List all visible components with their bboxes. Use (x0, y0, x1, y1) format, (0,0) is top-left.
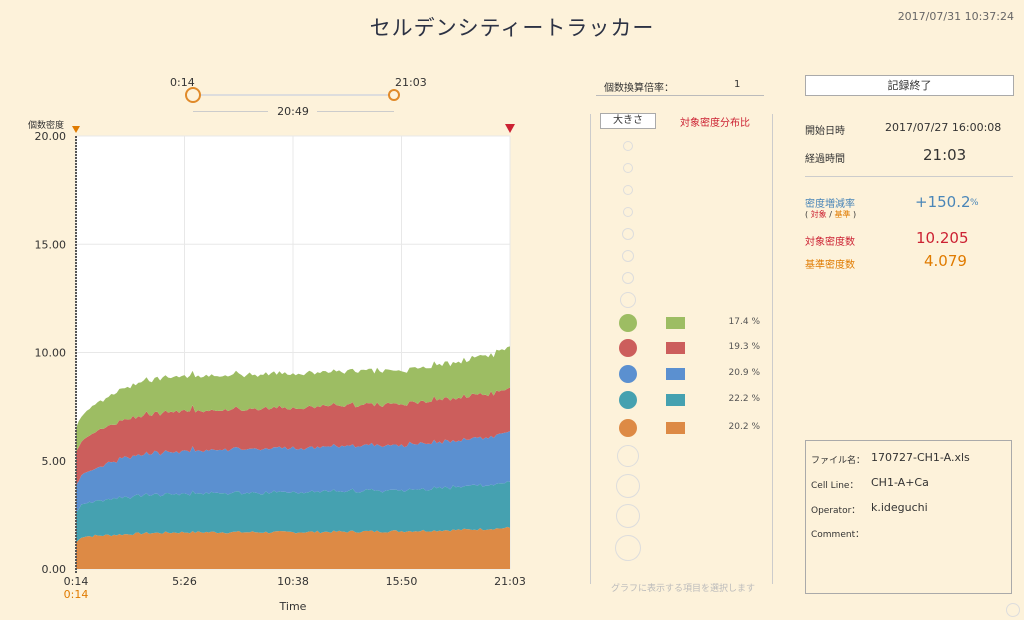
size-circle[interactable] (620, 292, 636, 308)
density-change-value: +150.2 (915, 193, 971, 211)
app-title: セルデンシティートラッカー (369, 16, 655, 40)
legend-swatch (666, 394, 685, 406)
x-highlight-label: 0:14 (64, 588, 89, 601)
series-area[interactable] (76, 431, 510, 513)
y-tick-label: 5.00 (42, 455, 67, 468)
range-start-handle[interactable] (185, 87, 201, 103)
y-tick-label: 20.00 (35, 130, 67, 143)
sub-open: ( (805, 210, 809, 219)
y-tick-label: 15.00 (35, 238, 67, 251)
divider (772, 114, 773, 584)
file-label: ファイル名： (811, 456, 866, 466)
size-circle[interactable] (622, 272, 634, 284)
operator-label: Operator： (811, 506, 861, 516)
elapsed-value: 21:03 (923, 146, 967, 164)
size-circle[interactable] (622, 228, 634, 240)
divider (590, 114, 591, 584)
legend-swatch (666, 368, 685, 380)
density-change-label: 密度増減率 (805, 199, 855, 210)
elapsed-label: 経過時間 (805, 154, 845, 165)
size-circle[interactable] (616, 474, 640, 498)
legend-percent: 20.2 % (728, 422, 760, 432)
range-track[interactable] (193, 94, 394, 96)
duration-line (317, 111, 394, 112)
y-tick-label: 0.00 (42, 563, 67, 576)
legend-dot[interactable] (619, 365, 637, 383)
x-tick-label: 5:26 (172, 575, 197, 588)
y-axis-label: 個数密度 (28, 121, 65, 131)
stop-recording-button[interactable]: 記録終了 (805, 75, 1014, 96)
start-marker-icon[interactable] (72, 126, 80, 133)
comment-label: Comment： (811, 530, 865, 540)
size-circle[interactable] (622, 250, 634, 262)
file-info-panel: ファイル名： 170727-CH1-A.xls Cell Line： CH1-A… (805, 440, 1012, 594)
operator-value: k.ideguchi (871, 501, 928, 514)
legend-dot[interactable] (619, 314, 637, 332)
range-end-handle[interactable] (388, 89, 400, 101)
hint-text: グラフに表示する項目を選択します (610, 584, 755, 594)
density-change-unit: % (970, 198, 979, 208)
legend-dot[interactable] (619, 339, 637, 357)
target-density-label: 対象密度数 (805, 237, 855, 248)
size-circle[interactable] (617, 445, 639, 467)
legend-swatch (666, 342, 685, 354)
file-value: 170727-CH1-A.xls (871, 451, 970, 464)
start-label: 開始日時 (805, 126, 845, 137)
sub-sep: / (829, 210, 832, 219)
legend-dot[interactable] (619, 391, 637, 409)
legend-dot[interactable] (619, 419, 637, 437)
density-change-sub: ( 対象 / 基準 ) (805, 209, 856, 220)
size-circle[interactable] (623, 185, 633, 195)
size-circle[interactable] (616, 504, 640, 528)
sub-base: 基準 (834, 210, 851, 219)
ratio-row: 個数換算倍率： 1 (596, 76, 764, 96)
current-datetime: 2017/07/31 10:37:24 (897, 10, 1014, 23)
density-area-chart[interactable]: 0.00 5.00 10.00 15.00 20.00 0:14 5:26 10:38 15:5… (0, 118, 540, 620)
legend-swatch (666, 317, 685, 329)
range-end-label: 21:03 (395, 76, 427, 89)
duration-line (193, 111, 268, 112)
legend-percent: 22.2 % (728, 394, 760, 404)
end-marker-icon[interactable] (505, 124, 515, 133)
legend-percent: 19.3 % (728, 342, 760, 352)
x-tick-label: 15:50 (386, 575, 418, 588)
x-tick-label: 21:03 (494, 575, 526, 588)
range-duration: 20:49 (277, 105, 309, 118)
ratio-value: 1 (734, 79, 741, 90)
series-area[interactable] (76, 526, 510, 569)
size-circle[interactable] (623, 163, 633, 173)
x-tick-label: 10:38 (277, 575, 309, 588)
size-circle[interactable] (615, 535, 641, 561)
base-density-value: 4.079 (924, 252, 967, 270)
cell-line-label: Cell Line： (811, 481, 859, 491)
distribution-label: 対象密度分布比 (680, 118, 750, 129)
sub-close: ) (853, 210, 857, 219)
start-value: 2017/07/27 16:00:08 (885, 121, 1002, 134)
sub-target: 対象 (810, 210, 827, 219)
size-button[interactable]: 大きさ (600, 113, 656, 129)
range-start-label: 0:14 (170, 76, 195, 89)
ratio-label: 個数換算倍率： (604, 83, 674, 94)
corner-icon (1006, 603, 1020, 617)
size-circle[interactable] (623, 141, 633, 151)
series-area[interactable] (76, 387, 510, 485)
legend-percent: 20.9 % (728, 368, 760, 378)
divider (805, 176, 1013, 177)
legend-percent: 17.4 % (728, 317, 760, 327)
x-tick-label: 0:14 (64, 575, 89, 588)
series-area[interactable] (76, 346, 510, 452)
size-circle[interactable] (623, 207, 633, 217)
base-density-label: 基準密度数 (805, 260, 855, 271)
target-density-value: 10.205 (916, 229, 969, 247)
legend-swatch (666, 422, 685, 434)
cell-line-value: CH1-A+Ca (871, 476, 929, 489)
series-area[interactable] (76, 481, 510, 543)
y-tick-label: 10.00 (35, 347, 67, 360)
x-axis-label: Time (279, 600, 307, 613)
